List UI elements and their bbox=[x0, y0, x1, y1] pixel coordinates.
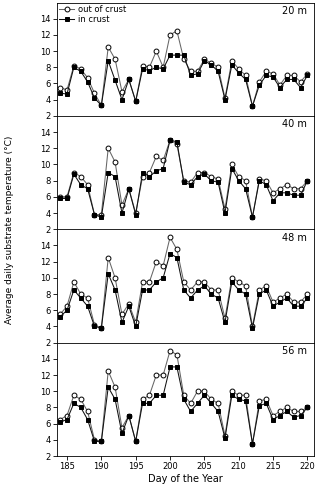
Text: Average daily substrate temperature (°C): Average daily substrate temperature (°C) bbox=[5, 136, 14, 324]
Text: 56 m: 56 m bbox=[282, 346, 307, 356]
Text: 48 m: 48 m bbox=[282, 232, 307, 242]
Legend: out of crust, in crust: out of crust, in crust bbox=[58, 4, 127, 25]
Text: 20 m: 20 m bbox=[282, 6, 307, 16]
Text: 40 m: 40 m bbox=[282, 120, 307, 130]
X-axis label: Day of the Year: Day of the Year bbox=[148, 474, 223, 484]
